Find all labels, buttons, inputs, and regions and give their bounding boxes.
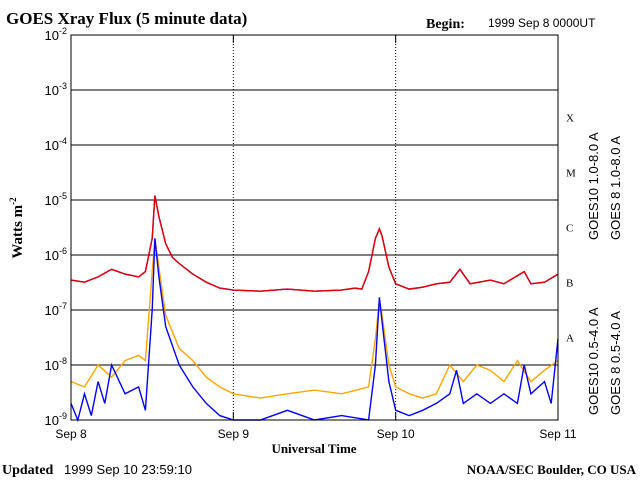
y-axis-label-exponent: -2 (8, 197, 18, 205)
x-tick-label: Sep 10 (377, 427, 415, 441)
y-tick-base: 10 (45, 248, 59, 263)
y-tick-label: 10-7 (45, 301, 67, 318)
y-tick-exponent: -7 (59, 301, 67, 311)
flare-class: M (566, 168, 576, 180)
y-tick-exponent: -2 (59, 26, 67, 36)
y-tick-base: 10 (45, 83, 59, 98)
flare-class: X (566, 113, 574, 125)
legend-entry: GOES 8 1.0-8.0 A (608, 136, 623, 240)
series-line (70, 195, 559, 292)
y-axis-label-base: Watts m (10, 204, 26, 258)
y-tick-label: 10-2 (45, 26, 67, 43)
y-tick-base: 10 (45, 358, 59, 373)
x-tick-label: Sep 8 (55, 427, 87, 441)
x-tick-label: Sep 9 (218, 427, 250, 441)
y-tick-base: 10 (45, 193, 59, 208)
y-tick-exponent: -8 (59, 356, 67, 366)
y-tick-exponent: -9 (59, 411, 67, 421)
legend-entry: GOES10 1.0-8.0 A (586, 132, 601, 240)
chart-title: GOES Xray Flux (5 minute data) (6, 9, 247, 28)
y-tick-label: 10-3 (45, 81, 67, 98)
series-line (70, 238, 559, 399)
legend-entry: GOES 8 0.5-4.0 A (608, 311, 623, 415)
y-tick-base: 10 (45, 28, 59, 43)
legend-entry: GOES10 0.5-4.0 A (586, 307, 601, 415)
y-axis-label: Watts m-2 (8, 197, 26, 259)
x-tick-label: Sep 11 (539, 427, 576, 441)
y-tick-label: 10-8 (45, 356, 67, 373)
flare-class: B (566, 278, 573, 290)
begin-value: 1999 Sep 8 0000UT (488, 16, 596, 30)
series-line (70, 195, 559, 292)
y-tick-exponent: -4 (59, 136, 67, 146)
y-tick-exponent: -3 (59, 81, 67, 91)
credit: NOAA/SEC Boulder, CO USA (467, 462, 637, 477)
plot-frame (70, 34, 559, 421)
y-tick-base: 10 (45, 303, 59, 318)
flare-class: A (566, 333, 574, 345)
updated-value: 1999 Sep 10 23:59:10 (64, 462, 192, 477)
y-tick-label: 10-9 (45, 411, 67, 428)
updated-label: Updated (2, 463, 54, 478)
flare-class: C (566, 223, 573, 235)
y-tick-label: 10-5 (45, 191, 67, 208)
y-tick-label: 10-4 (45, 136, 67, 153)
begin-label: Begin: (426, 17, 465, 32)
y-tick-label: 10-6 (45, 246, 67, 263)
y-tick-exponent: -6 (59, 246, 67, 256)
y-tick-base: 10 (45, 413, 59, 428)
y-tick-base: 10 (45, 138, 59, 153)
x-axis-label: Universal Time (271, 441, 356, 456)
y-tick-exponent: -5 (59, 191, 67, 201)
series-line (70, 238, 559, 423)
